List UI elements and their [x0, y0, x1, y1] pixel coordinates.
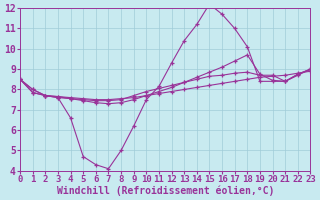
X-axis label: Windchill (Refroidissement éolien,°C): Windchill (Refroidissement éolien,°C) — [57, 185, 274, 196]
